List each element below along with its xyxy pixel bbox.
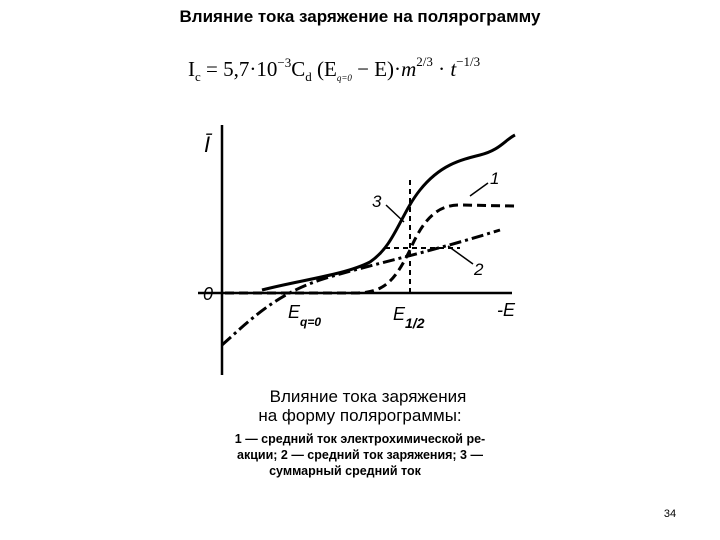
page-number: 34 <box>664 508 676 520</box>
slide-title: Влияние тока заряжение на полярограмму <box>180 7 541 26</box>
e-q0-label: Eq=0 <box>288 302 321 329</box>
x-axis-label: -E <box>497 300 516 320</box>
curve-1 <box>225 203 516 295</box>
formula-part: − E)· <box>352 57 401 81</box>
formula-part: = 5,7·10 <box>201 57 278 81</box>
caption-title: Влияние тока заряжения <box>270 387 467 406</box>
origin-label: 0 <box>203 284 213 304</box>
formula-part: d <box>305 69 312 84</box>
formula-part: −3 <box>277 55 291 70</box>
curve-2 <box>221 228 501 347</box>
figure: Ī 0 -E Eq=0 E1/2 1 2 3 <box>198 125 516 375</box>
caption-body: 1 — средний ток электрохимической ре- <box>235 432 485 446</box>
curve-3 <box>261 133 516 292</box>
caption-title: на форму полярограммы: <box>258 406 461 425</box>
e-half-label: E1/2 <box>393 304 425 331</box>
y-axis-label: Ī <box>204 132 213 157</box>
caption-body: суммарный средний ток <box>269 464 421 478</box>
formula-part: · <box>433 57 451 81</box>
formula-part: m <box>401 57 416 81</box>
leader-line <box>385 204 405 223</box>
label-sub: 1/2 <box>405 315 425 331</box>
caption-body: акции; 2 — средний ток заряжения; 3 — <box>237 448 483 462</box>
formula-part: c <box>195 69 201 84</box>
formula-part: −1/3 <box>456 54 480 69</box>
curve-label: 1 <box>490 169 499 188</box>
formula-part: C <box>291 57 305 81</box>
leader-line <box>469 182 489 197</box>
label-sub: q=0 <box>300 315 321 329</box>
curve-label: 2 <box>473 260 484 279</box>
formula-part: q=0 <box>337 73 353 83</box>
label-main: E <box>288 302 301 322</box>
curve-label: 3 <box>372 192 382 211</box>
leader-line <box>447 245 474 265</box>
label-main: E <box>393 304 406 324</box>
formula: Ic = 5,7·10−3Cd (Eq=0 − E)·m2/3 · t−1/3 <box>188 54 480 84</box>
formula-part: 2/3 <box>416 54 433 69</box>
formula-part: t <box>450 57 457 81</box>
formula-part: (E <box>312 57 337 81</box>
formula-part: I <box>188 57 195 81</box>
